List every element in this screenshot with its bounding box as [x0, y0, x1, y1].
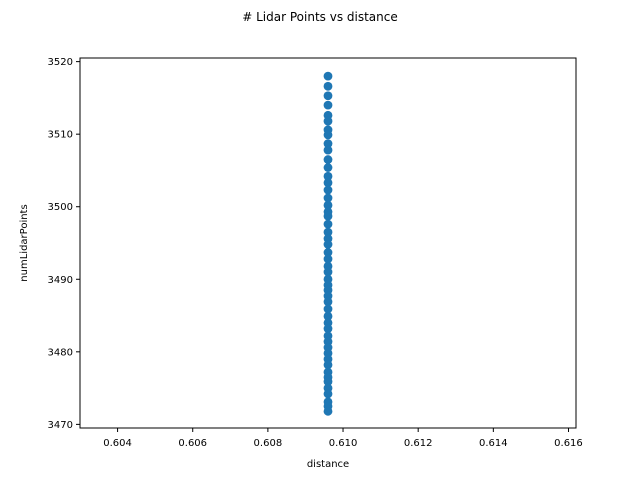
data-point [323, 389, 333, 399]
data-point [323, 219, 333, 229]
data-point [323, 178, 333, 188]
x-tick-label: 0.608 [254, 438, 283, 449]
data-point [323, 254, 333, 264]
data-point [323, 71, 333, 81]
data-point [323, 171, 333, 181]
y-tick-label: 3480 [48, 347, 73, 358]
y-tick-label: 3520 [48, 57, 73, 68]
data-point [323, 248, 333, 257]
data-point [323, 193, 333, 203]
x-tick-label: 0.616 [554, 438, 583, 449]
y-axis-label: numLidarPoints [19, 204, 30, 281]
y-tick-label: 3490 [48, 275, 73, 286]
data-point [323, 324, 333, 334]
data-points [323, 71, 333, 416]
x-tick-label: 0.606 [178, 438, 207, 449]
data-point [323, 360, 333, 370]
data-point [323, 116, 333, 126]
chart-title: # Lidar Points vs distance [242, 10, 397, 24]
data-point [323, 81, 333, 91]
data-point [323, 240, 333, 249]
x-tick-label: 0.612 [404, 438, 433, 449]
y-tick-label: 3500 [48, 202, 73, 213]
x-axis-ticks: 0.604 0.606 0.608 0.610 0.612 0.614 0.616 [103, 428, 583, 449]
data-point [323, 200, 333, 210]
data-point [323, 311, 333, 321]
data-point [323, 145, 333, 155]
data-point [323, 155, 333, 164]
data-point [323, 406, 333, 416]
data-point [323, 139, 333, 149]
x-tick-label: 0.610 [329, 438, 358, 449]
y-tick-label: 3510 [48, 130, 73, 141]
x-axis-label: distance [307, 459, 349, 470]
plot-area-frame [79, 57, 577, 429]
y-axis-ticks: 3470 3480 3490 3500 3510 3520 [48, 57, 80, 431]
data-point [323, 267, 333, 277]
x-tick-label: 0.604 [103, 438, 132, 449]
data-point [323, 377, 333, 386]
data-point [323, 227, 333, 237]
data-point [323, 130, 333, 140]
data-point [323, 297, 333, 307]
x-tick-label: 0.614 [479, 438, 508, 449]
data-point [323, 163, 333, 172]
data-point [323, 91, 333, 101]
data-point [323, 304, 333, 314]
data-point [323, 185, 333, 195]
data-point [323, 100, 333, 110]
y-tick-label: 3470 [48, 420, 73, 431]
data-point [323, 211, 333, 221]
